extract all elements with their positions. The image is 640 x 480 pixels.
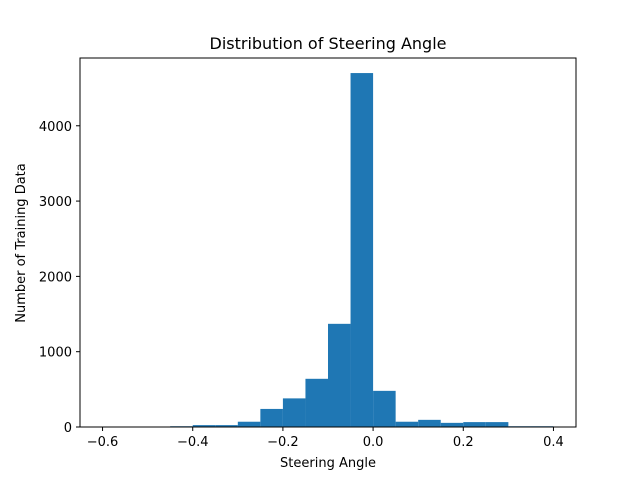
x-tick-label: −0.6 — [87, 435, 119, 450]
y-tick-label: 4000 — [39, 120, 72, 135]
x-tick-label: 0.0 — [363, 435, 384, 450]
y-tick-label: 3000 — [39, 195, 72, 210]
x-tick-label: −0.4 — [177, 435, 209, 450]
x-axis-ticks: −0.6 −0.4 −0.2 0.0 0.2 0.4 — [87, 427, 564, 450]
plot-frame — [79, 57, 577, 428]
y-axis-label: Number of Training Data — [14, 163, 29, 323]
histogram-bar — [418, 419, 441, 427]
histogram-bar — [463, 422, 486, 427]
y-tick-label: 1000 — [39, 346, 72, 361]
histogram-bar — [373, 390, 396, 427]
histogram-bar — [282, 398, 306, 427]
histogram-bar — [305, 378, 328, 427]
histogram-bar — [215, 425, 238, 427]
histogram-bar — [395, 421, 419, 427]
histogram-bar — [350, 73, 374, 428]
bars-group — [170, 73, 554, 428]
x-tick-label: 0.2 — [453, 435, 474, 450]
y-tick-label: 2000 — [39, 270, 72, 285]
x-tick-label: 0.4 — [543, 435, 564, 450]
x-tick-label: −0.2 — [267, 435, 299, 450]
histogram-bar — [328, 323, 351, 427]
x-axis-label: Steering Angle — [280, 456, 376, 471]
histogram-bar — [485, 422, 509, 427]
y-axis-ticks: 0 1000 2000 3000 4000 — [39, 120, 80, 436]
histogram-bar — [260, 408, 283, 427]
histogram-bar — [192, 425, 216, 427]
histogram-bar — [440, 422, 464, 427]
y-tick-label: 0 — [64, 421, 72, 436]
histogram-bar — [237, 421, 261, 427]
chart-title: Distribution of Steering Angle — [210, 34, 447, 53]
